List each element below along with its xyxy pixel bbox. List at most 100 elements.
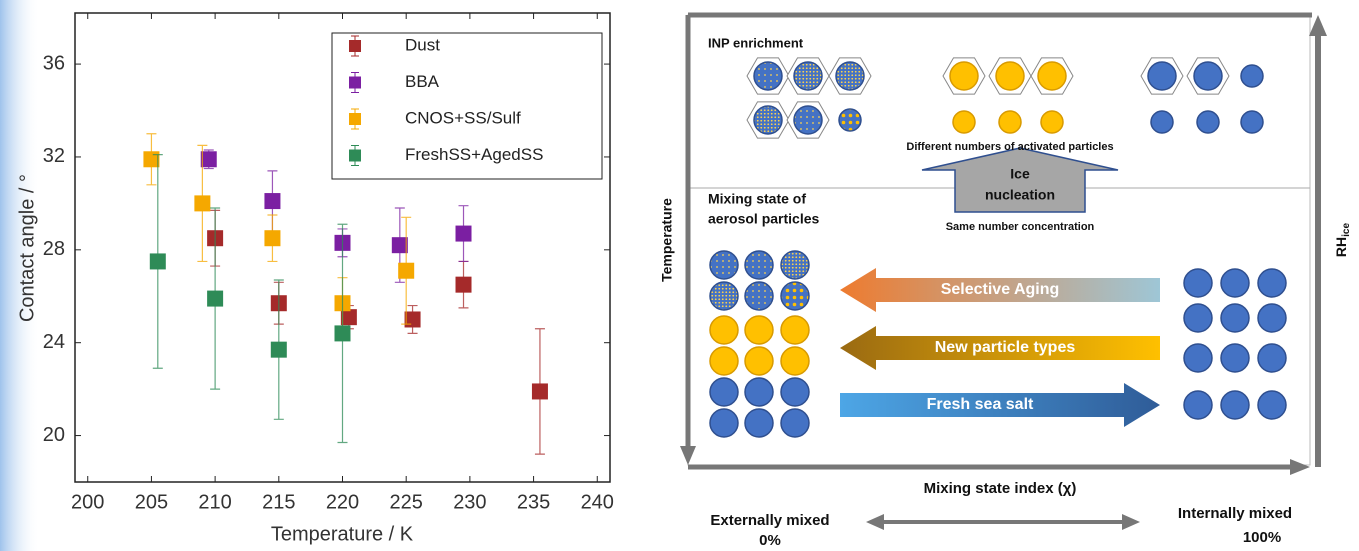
particle <box>745 251 773 279</box>
internal-percent: 100% <box>1243 529 1281 546</box>
particle <box>745 409 773 437</box>
marker <box>264 193 280 209</box>
rh-sub: ice <box>1341 222 1352 236</box>
particle <box>1258 344 1286 372</box>
x-axis-label: Temperature / K <box>271 523 414 545</box>
temperature-label: Temperature <box>659 198 675 282</box>
arrow-label: Selective Aging <box>941 281 1060 298</box>
x-tick-label: 205 <box>135 491 168 513</box>
particle <box>710 251 738 279</box>
legend-marker <box>349 40 361 52</box>
particle <box>710 282 738 310</box>
marker <box>532 383 548 399</box>
particle <box>710 347 738 375</box>
particle <box>839 109 861 131</box>
particle <box>1258 304 1286 332</box>
legend-label: FreshSS+AgedSS <box>405 145 543 164</box>
marker <box>143 151 159 167</box>
marker <box>456 226 472 242</box>
particle <box>754 62 782 90</box>
external-percent: 0% <box>759 532 781 549</box>
particle <box>781 409 809 437</box>
particle <box>1148 62 1176 90</box>
rh-label: RHice <box>1333 222 1352 257</box>
y-tick-label: 20 <box>43 424 65 446</box>
arrow-head <box>1309 15 1327 36</box>
marker <box>150 253 166 269</box>
x-tick-label: 215 <box>262 491 295 513</box>
particle <box>996 62 1024 90</box>
particle <box>781 282 809 310</box>
mixing-axis-label: Mixing state index (χ) <box>924 480 1077 497</box>
marker <box>335 325 351 341</box>
x-tick-label: 225 <box>390 491 423 513</box>
y-tick-label: 36 <box>43 52 65 74</box>
marker <box>271 342 287 358</box>
page: Temperature / K Contact angle / ° 200 205… <box>0 0 1359 551</box>
chart: Temperature / K Contact angle / ° 200 205… <box>16 13 614 545</box>
particle <box>1184 344 1212 372</box>
arrow-label: New particle types <box>935 339 1076 356</box>
legend-marker <box>349 113 361 125</box>
x-tick-label: 210 <box>198 491 231 513</box>
mixing-state-title: Mixing state of <box>708 191 806 207</box>
particle <box>1221 344 1249 372</box>
particle <box>953 111 975 133</box>
particle <box>1221 304 1249 332</box>
ice-nucleation: Ice <box>1010 166 1030 182</box>
particle <box>710 409 738 437</box>
particle <box>1241 111 1263 133</box>
particle <box>710 316 738 344</box>
external-label: Externally mixed <box>710 512 829 529</box>
particle <box>781 378 809 406</box>
y-tick-label: 32 <box>43 145 65 167</box>
marker <box>398 263 414 279</box>
x-tick-label: 235 <box>517 491 550 513</box>
mixing-state-title: aerosol particles <box>708 211 819 227</box>
particle <box>710 378 738 406</box>
particle <box>1038 62 1066 90</box>
activated-note: Different numbers of activated particles <box>906 141 1113 153</box>
legend-label: BBA <box>405 72 440 91</box>
particle <box>1221 391 1249 419</box>
particle <box>1151 111 1173 133</box>
particle <box>745 378 773 406</box>
particle <box>999 111 1021 133</box>
rh-main: RH <box>1333 237 1349 257</box>
particle <box>1258 391 1286 419</box>
particle <box>1221 269 1249 297</box>
y-tick-label: 24 <box>43 331 65 353</box>
particle <box>1258 269 1286 297</box>
arrow-label: Fresh sea salt <box>927 396 1034 413</box>
particle <box>781 316 809 344</box>
marker <box>341 309 357 325</box>
marker <box>392 237 408 253</box>
marker <box>207 291 223 307</box>
y-axis-label: Contact angle / ° <box>16 174 38 322</box>
particle <box>1241 65 1263 87</box>
particle <box>745 316 773 344</box>
particle <box>1197 111 1219 133</box>
marker <box>201 151 217 167</box>
y-tick-label: 28 <box>43 238 65 260</box>
particle <box>1041 111 1063 133</box>
particle <box>745 347 773 375</box>
particle <box>1184 304 1212 332</box>
ice-nucleation: nucleation <box>985 187 1055 203</box>
legend-marker <box>349 77 361 89</box>
x-tick-label: 220 <box>326 491 359 513</box>
internal-label: Internally mixed <box>1178 505 1292 522</box>
x-tick-label: 240 <box>581 491 614 513</box>
arrow-head <box>866 514 884 530</box>
particle <box>745 282 773 310</box>
same-concentration: Same number concentration <box>946 221 1095 233</box>
particle <box>1194 62 1222 90</box>
x-tick-label: 200 <box>71 491 104 513</box>
marker <box>456 277 472 293</box>
particle <box>836 62 864 90</box>
particle <box>1184 391 1212 419</box>
x-tick-label: 230 <box>453 491 486 513</box>
particle <box>950 62 978 90</box>
diagram: INP enrichment Different numbers of acti… <box>659 15 1352 549</box>
inp-enrichment: INP enrichment <box>708 35 804 50</box>
